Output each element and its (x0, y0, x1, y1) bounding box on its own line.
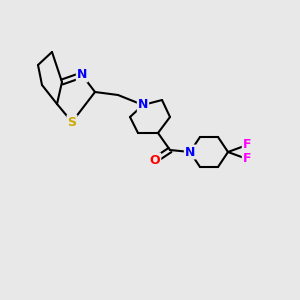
Text: F: F (243, 152, 251, 166)
Text: S: S (68, 116, 76, 128)
Text: F: F (243, 139, 251, 152)
Text: O: O (150, 154, 160, 166)
Text: N: N (138, 98, 148, 112)
Text: N: N (185, 146, 195, 158)
Text: N: N (77, 68, 87, 82)
